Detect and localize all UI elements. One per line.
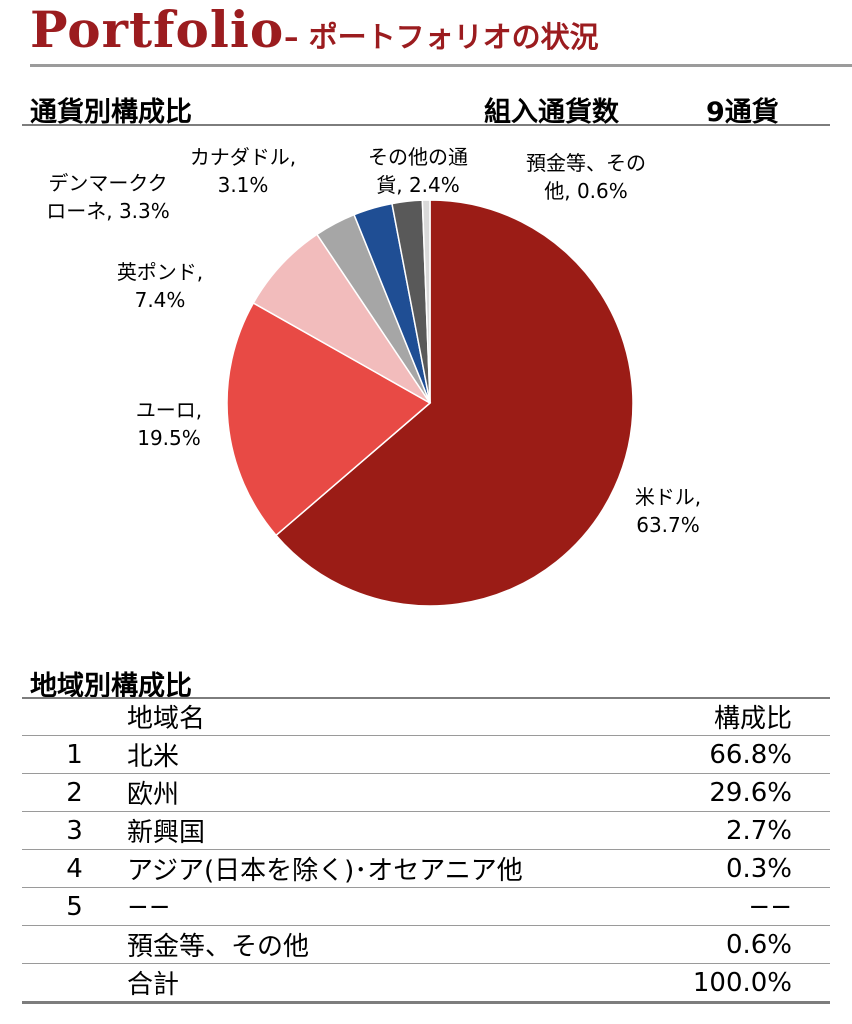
currency-section-divider [22,124,830,126]
row-ratio: 0.3% [592,849,830,888]
row-number: 1 [22,735,127,774]
row-number: 4 [22,849,127,888]
region-table-header-row: 地域名 構成比 [22,698,830,736]
page-subtitle: – ポートフォリオの状況 [284,20,599,54]
pie-slice [274,199,634,607]
row-region-name: −− [127,887,592,926]
pie-slice-label: ユーロ, 19.5% [136,398,202,450]
pie-slices [226,199,634,607]
row-region-name: 新興国 [127,811,592,850]
header-no [22,698,127,736]
currency-pie-chart: 米ドル, 63.7% ユーロ, 19.5% 英ポンド, 7.4% デンマーククローネ, 3.… [0,132,852,632]
row-number: 2 [22,773,127,812]
header-ratio: 構成比 [592,698,830,736]
table-row: 預金等、その他 0.6% [22,925,830,964]
header-region-name: 地域名 [127,698,592,736]
row-region-name: 欧州 [127,773,592,812]
table-row-total: 合計 100.0% [22,963,830,1004]
header-divider [30,64,852,67]
pie-slice-label: その他の通貨, 2.4% [368,145,468,197]
row-ratio: 66.8% [592,735,830,774]
currency-count-value: 9通貨 [706,97,779,128]
pie-slice [421,199,431,404]
row-number [22,925,127,964]
row-number: 3 [22,811,127,850]
row-region-name: 北米 [127,735,592,774]
row-ratio: 0.6% [592,925,830,964]
pie-slice-label: デンマーククローネ, 3.3% [46,171,170,223]
row-number [22,963,127,1004]
page-header: Portfolio – ポートフォリオの状況 [30,0,852,67]
pie-slice-label: 米ドル, 63.7% [635,485,701,537]
pie-slice-label: カナダドル, 3.1% [190,145,296,197]
row-region-name: 合計 [127,963,592,1004]
pie-slice [226,301,432,537]
row-ratio: 100.0% [592,963,830,1004]
table-row: 3 新興国 2.7% [22,811,830,850]
row-region-name: アジア(日本を除く)･オセアニア他 [127,849,592,888]
pie-chart-svg: 米ドル, 63.7% ユーロ, 19.5% 英ポンド, 7.4% デンマーククローネ, 3.… [46,145,701,607]
row-ratio: 2.7% [592,811,830,850]
region-table: 地域名 構成比 1 北米 66.8% 2 欧州 29.6% 3 新興国 2.7%… [22,698,830,1004]
page-title: Portfolio [30,0,285,59]
row-number: 5 [22,887,127,926]
currency-section-title: 通貨別構成比 [30,97,192,128]
row-region-name: 預金等、その他 [127,925,592,964]
table-row: 2 欧州 29.6% [22,773,830,812]
region-section-title: 地域別構成比 [30,671,192,702]
table-row: 5 −− −− [22,887,830,926]
pie-labels: 米ドル, 63.7% ユーロ, 19.5% 英ポンド, 7.4% デンマーククローネ, 3.… [46,145,701,537]
row-ratio: −− [592,887,830,926]
pie-slice-label: 預金等、その他, 0.6% [526,151,646,203]
pie-slice-label: 英ポンド, 7.4% [117,260,203,312]
row-ratio: 29.6% [592,773,830,812]
table-row: 4 アジア(日本を除く)･オセアニア他 0.3% [22,849,830,888]
table-row: 1 北米 66.8% [22,735,830,774]
currency-count-label: 組入通貨数 [484,97,619,128]
